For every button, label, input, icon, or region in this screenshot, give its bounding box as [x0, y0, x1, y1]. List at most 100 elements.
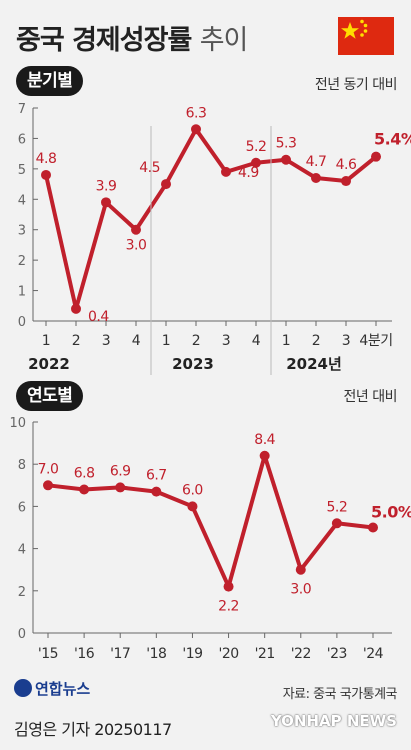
data-label: 4.5: [139, 160, 160, 176]
data-label: 4.8: [36, 151, 57, 167]
data-point: [101, 197, 111, 208]
data-point: [131, 224, 141, 235]
data-label: 5.2: [246, 139, 267, 155]
china-flag-icon: [338, 17, 394, 55]
x-tick-label: 3: [222, 333, 230, 349]
y-tick-label: 4: [18, 193, 26, 208]
y-tick-label: 6: [18, 132, 26, 147]
data-label: 6.9: [110, 463, 131, 479]
data-point: [368, 522, 378, 533]
x-tick-label: 2: [312, 333, 320, 349]
data-label: 5.0%: [371, 503, 411, 522]
data-label: 4.6: [336, 157, 357, 173]
x-tick-label: '16: [74, 646, 95, 662]
quarterly-growth-chart: 0 1 2 3 4 5 6 7 1 2 3 4 1 2 3 4 1 2 3 4분기 4.8 0.4 3.9 3.0 4.5 6.3…: [18, 102, 411, 375]
logo-text: 연합뉴스: [35, 680, 91, 698]
watermark: YONHAP NEWS: [270, 712, 397, 730]
byline: 김영은 기자 20250117: [14, 720, 172, 739]
x-tick-label: '24: [363, 646, 384, 662]
data-point: [259, 450, 270, 461]
data-label: 4.7: [306, 154, 327, 170]
x-tick-label: '23: [327, 646, 347, 662]
data-point: [187, 501, 198, 512]
year-label: 2022: [28, 355, 70, 373]
annual-growth-chart: 0 2 4 6 8 10 '15 '16 '17 '18 '19 '20 '21 '22 '23 '24 7.0…: [9, 416, 411, 662]
x-tick-label: 4: [252, 333, 261, 349]
y-tick-label: 5: [18, 163, 26, 178]
data-label: 6.3: [186, 105, 207, 121]
y-tick-label: 10: [9, 416, 26, 431]
data-label: 6.8: [74, 466, 95, 482]
quarterly-tag: 분기별: [16, 66, 84, 96]
y-tick-label: 8: [18, 458, 26, 473]
data-point: [161, 179, 171, 190]
data-point: [71, 303, 81, 314]
y-tick-label: 0: [18, 627, 26, 642]
data-point: [281, 154, 291, 165]
x-tick-label: 2: [192, 333, 200, 349]
x-tick-label: 2: [72, 333, 80, 349]
x-tick-label: 4분기: [359, 333, 392, 349]
x-tick-label: '22: [291, 646, 311, 662]
annual-tag: 연도별: [16, 381, 84, 411]
data-point: [251, 157, 261, 168]
quarterly-unit: 전년 동기 대비: [314, 77, 398, 93]
yonhap-logo-icon: [14, 679, 32, 697]
data-point: [43, 480, 53, 491]
y-tick-label: 0: [18, 315, 26, 330]
y-tick-label: 1: [18, 285, 26, 300]
y-tick-label: 3: [18, 224, 26, 239]
x-tick-label: 3: [342, 333, 350, 349]
data-label: 6.7: [146, 468, 167, 484]
data-label: 0.4: [88, 309, 109, 325]
data-point: [191, 124, 201, 135]
page-title: 중국 경제성장률 추이: [16, 18, 249, 57]
data-label: 8.4: [254, 432, 275, 448]
y-tick-label: 7: [18, 102, 26, 117]
x-tick-label: '17: [110, 646, 130, 662]
annual-unit: 전년 대비: [343, 389, 398, 405]
data-label: 6.0: [182, 482, 203, 498]
series-line: [44, 127, 378, 311]
data-point: [151, 486, 162, 497]
y-tick-label: 2: [18, 585, 26, 600]
source-note: 자료: 중국 국가통계국: [282, 687, 398, 702]
data-label: 3.9: [96, 178, 117, 194]
data-point: [223, 581, 234, 592]
data-point: [41, 169, 51, 180]
data-label: 2.2: [218, 599, 239, 615]
year-label: 2023: [172, 355, 214, 373]
data-point: [341, 176, 351, 187]
data-point: [331, 518, 342, 529]
data-label: 5.3: [276, 136, 297, 152]
data-point: [115, 482, 126, 493]
data-label: 4.9: [238, 165, 259, 181]
y-tick-label: 2: [18, 254, 26, 269]
x-tick-label: '15: [38, 646, 58, 662]
data-label: 3.0: [290, 582, 311, 598]
data-point: [221, 166, 231, 177]
data-point: [295, 564, 306, 575]
x-tick-label: '18: [146, 646, 166, 662]
data-point: [79, 484, 90, 495]
title-light: 추이: [199, 25, 249, 56]
yonhap-logo: 연합뉴스: [14, 678, 90, 699]
x-tick-label: 1: [162, 333, 170, 349]
year-label: 2024년: [286, 355, 342, 373]
x-tick-label: '20: [218, 646, 238, 662]
x-tick-label: 4: [132, 333, 141, 349]
data-label: 5.2: [327, 499, 348, 515]
y-tick-label: 6: [18, 500, 26, 515]
x-tick-label: 1: [282, 333, 290, 349]
title-bold: 중국 경제성장률: [16, 25, 192, 56]
x-tick-label: 3: [102, 333, 110, 349]
data-label: 3.0: [126, 238, 147, 254]
data-point: [371, 151, 381, 162]
data-label: 5.4%: [374, 130, 411, 149]
x-tick-label: '21: [255, 646, 275, 662]
data-point: [311, 172, 321, 183]
x-tick-label: 1: [42, 333, 50, 349]
data-label: 7.0: [38, 461, 59, 477]
series-line: [46, 453, 375, 589]
y-tick-label: 4: [18, 543, 26, 558]
